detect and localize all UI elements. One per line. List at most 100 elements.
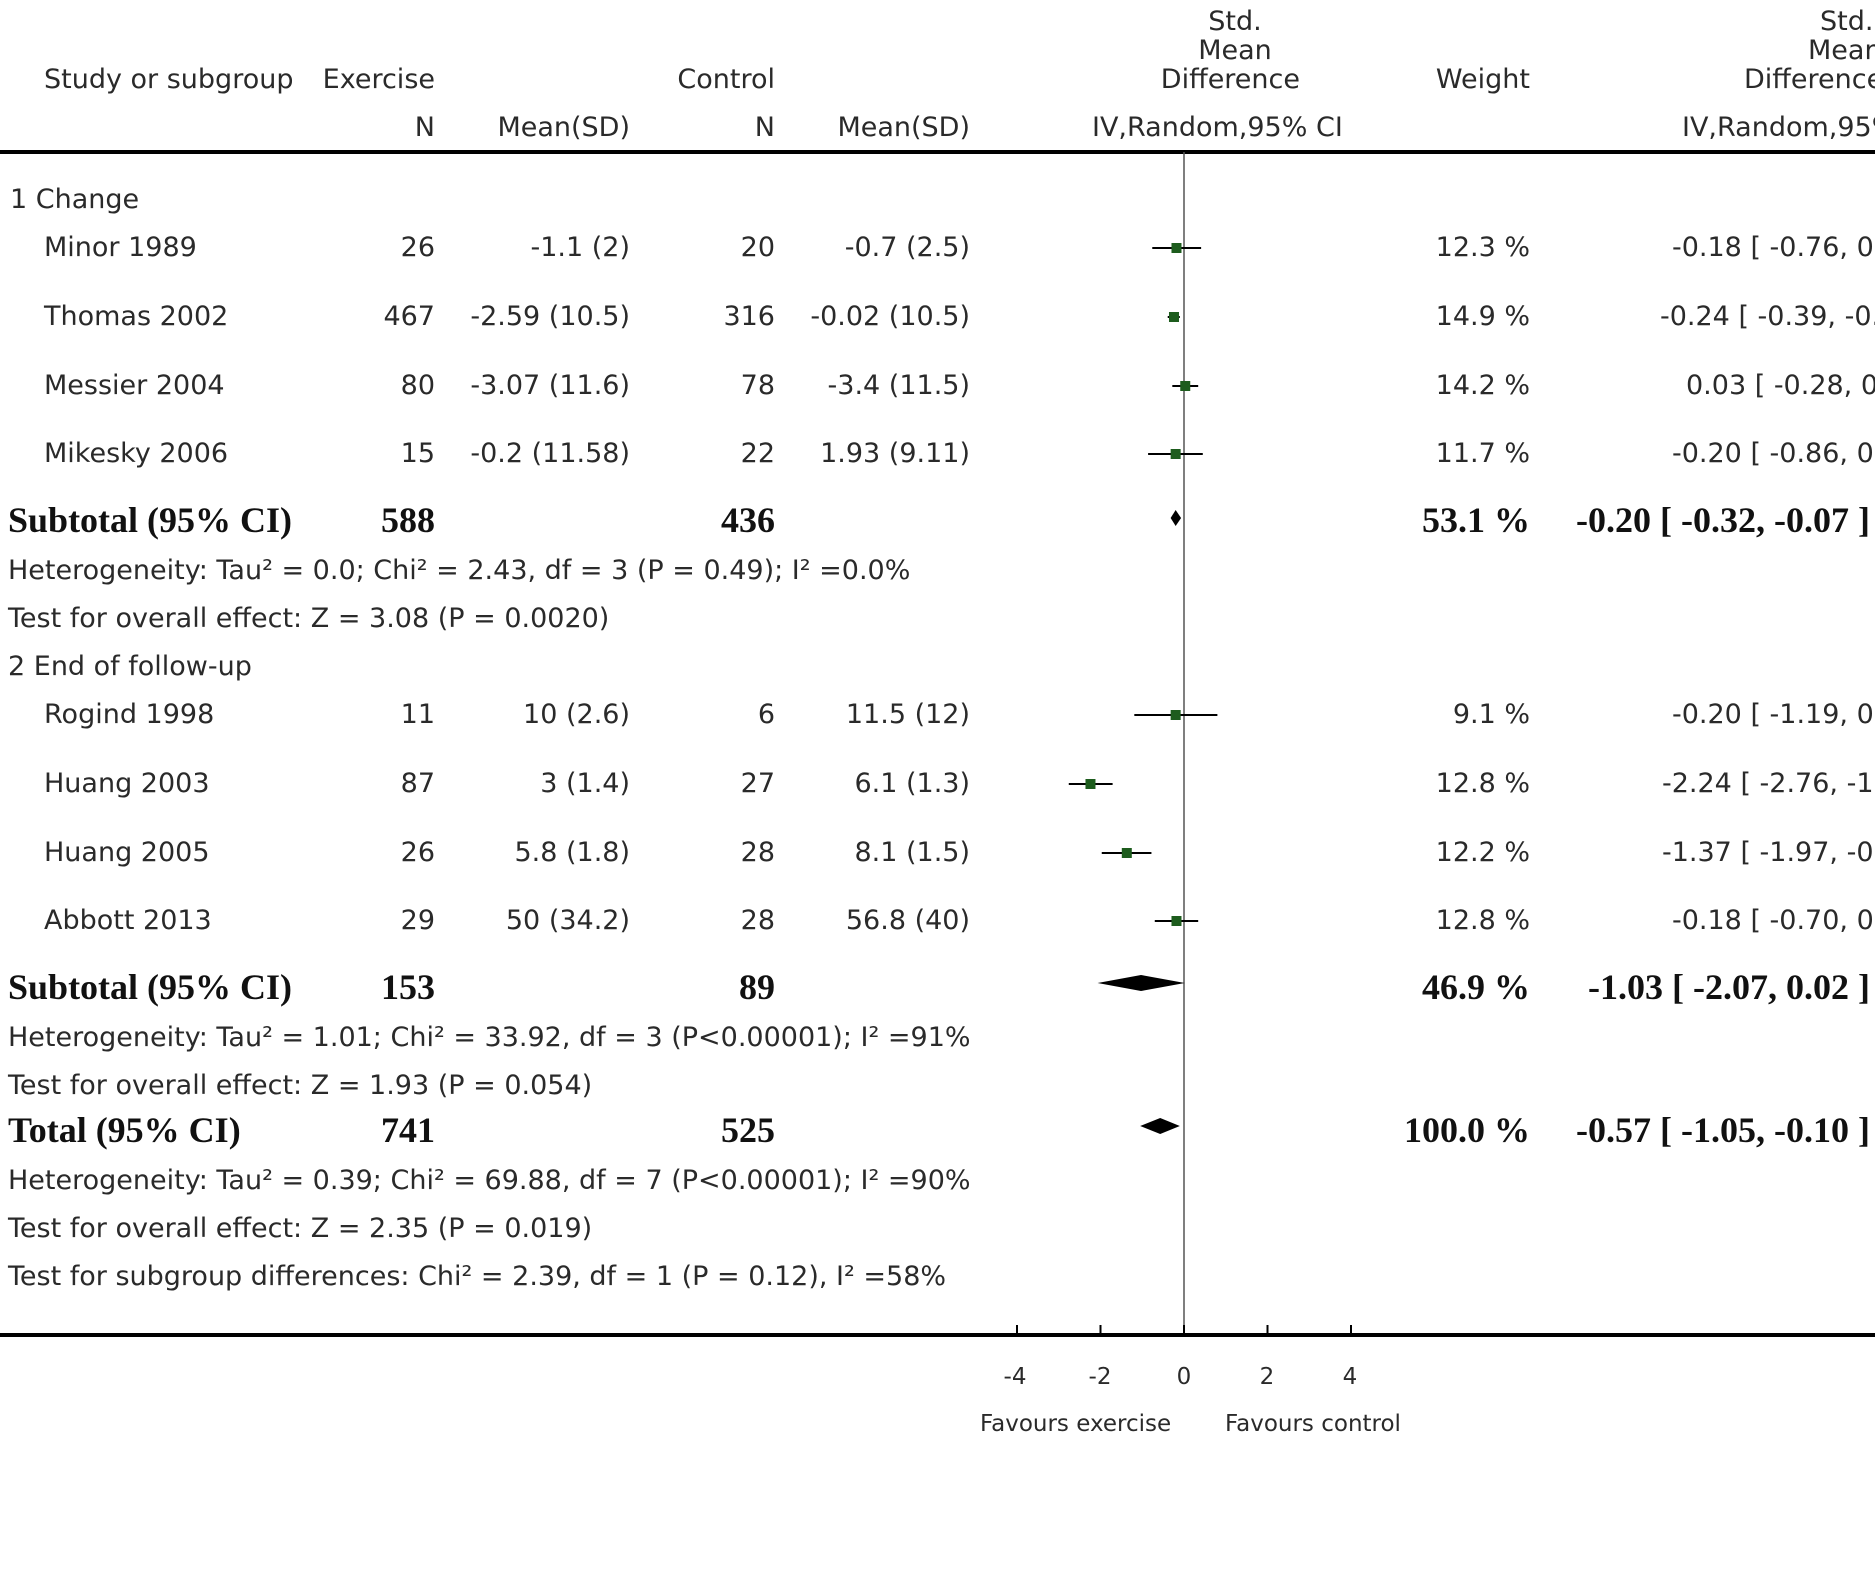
control-mean-sd: -0.7 (2.5) — [844, 232, 970, 263]
exercise-mean-sd-header: Mean(SD) — [497, 112, 630, 143]
control-n: 20 — [740, 232, 775, 263]
control-n: 316 — [723, 301, 775, 332]
control-mean-sd: -0.02 (10.5) — [810, 301, 970, 332]
header-rule — [0, 150, 1875, 154]
total-overall-effect-text: Test for overall effect: Z = 2.35 (P = 0… — [8, 1213, 593, 1244]
exercise-mean-sd: 3 (1.4) — [540, 768, 630, 799]
control-n: 27 — [740, 768, 775, 799]
heterogeneity-text: Heterogeneity: Tau² = 1.01; Chi² = 33.92… — [8, 1022, 971, 1053]
control-n: 22 — [740, 438, 775, 469]
exercise-mean-sd: 10 (2.6) — [523, 699, 630, 730]
x-tick-label: 2 — [1259, 1364, 1275, 1390]
point-estimate-marker — [1171, 243, 1182, 253]
study-name: Abbott 2013 — [44, 905, 212, 936]
subtotal-weight: 46.9 % — [1422, 967, 1530, 1007]
smd2-header-line3: Difference — [1744, 64, 1875, 95]
exercise-n: 26 — [400, 837, 435, 868]
total-label: Total (95% CI) — [8, 1110, 241, 1150]
study-name: Mikesky 2006 — [44, 438, 229, 469]
exercise-n-header: N — [414, 112, 435, 143]
weight-value: 12.8 % — [1435, 905, 1530, 936]
x-tick-label: 0 — [1176, 1364, 1192, 1390]
total-ci-text: -0.57 [ -1.05, -0.10 ] — [1576, 1110, 1870, 1150]
smd-header-line2: Mean — [1198, 35, 1272, 66]
x-tick-label: -2 — [1088, 1364, 1112, 1390]
point-estimate-marker — [1170, 449, 1181, 459]
ci-text: -0.18 [ -0.76, 0.41 ] — [1672, 232, 1875, 263]
control-mean-sd: 8.1 (1.5) — [854, 837, 970, 868]
subtotal-ci-text: -1.03 [ -2.07, 0.02 ] — [1588, 967, 1870, 1007]
point-estimate-marker — [1170, 710, 1181, 720]
exercise-mean-sd: 5.8 (1.8) — [514, 837, 630, 868]
method-header: IV,Random,95% CI — [1092, 112, 1343, 143]
total-heterogeneity-text: Heterogeneity: Tau² = 0.39; Chi² = 69.88… — [8, 1165, 971, 1196]
subtotal-exercise-n: 588 — [381, 500, 435, 540]
exercise-column-header: Exercise — [322, 64, 435, 95]
exercise-mean-sd: -1.1 (2) — [530, 232, 630, 263]
exercise-mean-sd: 50 (34.2) — [505, 905, 630, 936]
exercise-mean-sd: -3.07 (11.6) — [470, 370, 630, 401]
overall-effect-text: Test for overall effect: Z = 3.08 (P = 0… — [8, 603, 610, 634]
study-column-header: Study or subgroup — [44, 64, 294, 95]
ci-text: -0.24 [ -0.39, -0.10 ] — [1660, 301, 1875, 332]
control-column-header: Control — [677, 64, 775, 95]
weight-value: 14.9 % — [1435, 301, 1530, 332]
study-name: Minor 1989 — [44, 232, 197, 263]
subtotal-diamond — [1170, 510, 1182, 526]
control-n: 78 — [740, 370, 775, 401]
smd2-header-line2: Mean — [1808, 35, 1875, 66]
control-n: 28 — [740, 837, 775, 868]
ci-text: -0.20 [ -1.19, 0.80 ] — [1672, 699, 1875, 730]
weight-value: 11.7 % — [1435, 438, 1530, 469]
favours-right-label: Favours control — [1225, 1411, 1401, 1437]
smd2-header-line1: Std. — [1820, 6, 1874, 37]
study-name: Huang 2003 — [44, 768, 210, 799]
total-control-n: 525 — [721, 1110, 775, 1150]
weight-value: 12.8 % — [1435, 768, 1530, 799]
control-n-header: N — [754, 112, 775, 143]
x-tick-label: 4 — [1342, 1364, 1358, 1390]
weight-value: 12.2 % — [1435, 837, 1530, 868]
subtotal-diamond — [1097, 975, 1185, 991]
exercise-mean-sd: -0.2 (11.58) — [470, 438, 630, 469]
total-diamond — [1140, 1118, 1180, 1134]
point-estimate-marker — [1171, 916, 1182, 926]
subgroup-differences-text: Test for subgroup differences: Chi² = 2.… — [8, 1261, 947, 1292]
ci-text: -0.18 [ -0.70, 0.34 ] — [1672, 905, 1875, 936]
favours-left-label: Favours exercise — [980, 1411, 1172, 1437]
control-mean-sd: 11.5 (12) — [845, 699, 970, 730]
subtotal-ci-text: -0.20 [ -0.32, -0.07 ] — [1576, 500, 1870, 540]
x-tick-label: -4 — [1003, 1364, 1027, 1390]
exercise-n: 87 — [400, 768, 435, 799]
control-n: 28 — [740, 905, 775, 936]
ci-text: 0.03 [ -0.28, 0.34 ] — [1686, 370, 1875, 401]
ci-text: -1.37 [ -1.97, -0.78 ] — [1662, 837, 1875, 868]
study-name: Huang 2005 — [44, 837, 210, 868]
exercise-n: 80 — [400, 370, 435, 401]
subtotal-weight: 53.1 % — [1422, 500, 1530, 540]
subgroup-label: 1 Change — [10, 184, 140, 215]
weight-value: 9.1 % — [1452, 699, 1530, 730]
axis-rule — [0, 1333, 1875, 1337]
ci-text: -2.24 [ -2.76, -1.71 ] — [1662, 768, 1875, 799]
subtotal-exercise-n: 153 — [381, 967, 435, 1007]
subtotal-control-n: 89 — [739, 967, 775, 1007]
subtotal-control-n: 436 — [721, 500, 775, 540]
point-estimate-marker — [1121, 848, 1132, 858]
method2-header: IV,Random,95% CI — [1682, 112, 1875, 143]
exercise-mean-sd: -2.59 (10.5) — [470, 301, 630, 332]
subgroup-label: 2 End of follow-up — [8, 651, 252, 682]
exercise-n: 467 — [383, 301, 435, 332]
weight-column-header: Weight — [1435, 64, 1530, 95]
smd-header-line1: Std. — [1208, 6, 1262, 37]
exercise-n: 15 — [400, 438, 435, 469]
study-name: Messier 2004 — [44, 370, 225, 401]
point-estimate-marker — [1168, 312, 1179, 322]
exercise-n: 26 — [400, 232, 435, 263]
exercise-n: 29 — [400, 905, 435, 936]
control-mean-sd: -3.4 (11.5) — [827, 370, 970, 401]
study-name: Thomas 2002 — [44, 301, 229, 332]
exercise-n: 11 — [400, 699, 435, 730]
weight-value: 12.3 % — [1435, 232, 1530, 263]
